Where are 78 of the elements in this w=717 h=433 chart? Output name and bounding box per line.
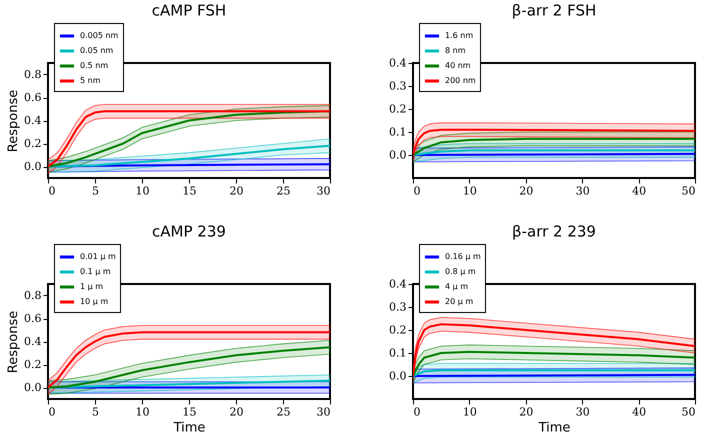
x-tick-label: 25 [276, 406, 290, 418]
x-tick-label: 30 [576, 406, 590, 418]
legend-label: 0.005 nm [80, 31, 119, 40]
y-axis-title: Response [6, 90, 22, 152]
x-tick-label: 30 [316, 184, 330, 198]
legend-label: 1.6 nm [445, 31, 474, 40]
y-tick-label: 0.2 [24, 358, 42, 371]
y-tick-label: 0.8 [24, 68, 42, 81]
y-axis-title: Response [6, 310, 22, 374]
x-tick-label: 40 [632, 406, 646, 418]
y-tick-label: 0.0 [389, 148, 406, 162]
y-tick-label: 0.1 [389, 346, 406, 360]
x-tick-label: 10 [136, 406, 150, 418]
y-tick-label: 0.0 [24, 381, 42, 394]
x-axis-title: Time [172, 420, 206, 433]
chart-title: β-arr 2 239 [512, 222, 596, 240]
y-tick-label: 0.2 [389, 324, 406, 336]
x-tick-label: 0 [48, 184, 56, 198]
x-tick-label: 30 [316, 406, 330, 418]
legend-label: 1 μ m [80, 282, 104, 291]
x-tick-label: 0 [48, 406, 56, 418]
x-tick-label: 25 [276, 184, 290, 198]
y-tick-label: 0.0 [24, 160, 42, 173]
y-tick-label: 0.6 [24, 312, 42, 325]
legend-label: 5 nm [80, 76, 101, 85]
y-tick-label: 0.4 [389, 278, 406, 290]
x-tick-label: 30 [576, 184, 590, 198]
legend-label: 0.8 μ m [445, 267, 476, 276]
y-tick-label: 0.2 [24, 137, 42, 150]
x-tick-label: 15 [182, 406, 196, 418]
line-series [48, 331, 330, 388]
y-tick-label: 0.0 [389, 370, 406, 382]
line-series [48, 144, 330, 168]
chart-title: cAMP 239 [152, 222, 226, 240]
line-series [48, 110, 330, 168]
legend-label: 8 nm [445, 46, 466, 55]
y-tick-label: 0.3 [389, 80, 406, 92]
line-series [413, 350, 695, 377]
line-series [413, 138, 695, 156]
chart-title: cAMP FSH [152, 2, 226, 20]
y-tick-label: 0.2 [389, 102, 406, 116]
y-tick-label: 0.8 [24, 289, 42, 302]
x-tick-label: 20 [519, 184, 534, 198]
y-tick-label: 0.3 [389, 300, 406, 314]
x-tick-label: 40 [632, 184, 646, 198]
legend-label: 200 nm [445, 76, 476, 85]
y-tick-label: 0.4 [389, 56, 406, 70]
x-tick-label: 5 [92, 406, 99, 418]
x-tick-label: 10 [136, 184, 150, 198]
x-tick-label: 10 [462, 184, 477, 198]
x-tick-label: 0 [414, 184, 420, 198]
y-tick-label: 0.6 [24, 91, 42, 104]
legend-label: 10 μ m [80, 297, 108, 306]
x-tick-label: 15 [182, 184, 196, 198]
y-tick-label: 0.4 [24, 114, 42, 127]
y-tick-label: 0.1 [389, 126, 406, 138]
legend-label: 0.01 μ m [80, 252, 116, 261]
x-axis-title: Time [538, 420, 570, 433]
x-tick-label: 0 [414, 406, 420, 418]
x-tick-label: 20 [230, 406, 244, 418]
x-tick-label: 50 [682, 184, 696, 198]
legend-label: 40 nm [445, 61, 471, 70]
legend-label: 0.1 μ m [80, 267, 111, 276]
legend-label: 0.16 μ m [445, 252, 481, 261]
x-tick-label: 50 [682, 406, 696, 418]
y-tick-label: 0.4 [24, 335, 42, 348]
line-series [413, 323, 695, 377]
x-tick-label: 20 [519, 406, 534, 418]
line-series [413, 128, 695, 156]
x-tick-label: 20 [230, 184, 244, 198]
legend-label: 4 μ m [445, 282, 468, 291]
x-tick-label: 5 [92, 184, 99, 198]
x-tick-label: 10 [462, 406, 477, 418]
legend-label: 0.5 nm [80, 61, 108, 70]
line-series [48, 346, 330, 388]
chart-title: β-arr 2 FSH [512, 2, 596, 20]
legend-label: 20 μ m [445, 297, 474, 306]
legend-label: 0.05 nm [80, 46, 114, 55]
